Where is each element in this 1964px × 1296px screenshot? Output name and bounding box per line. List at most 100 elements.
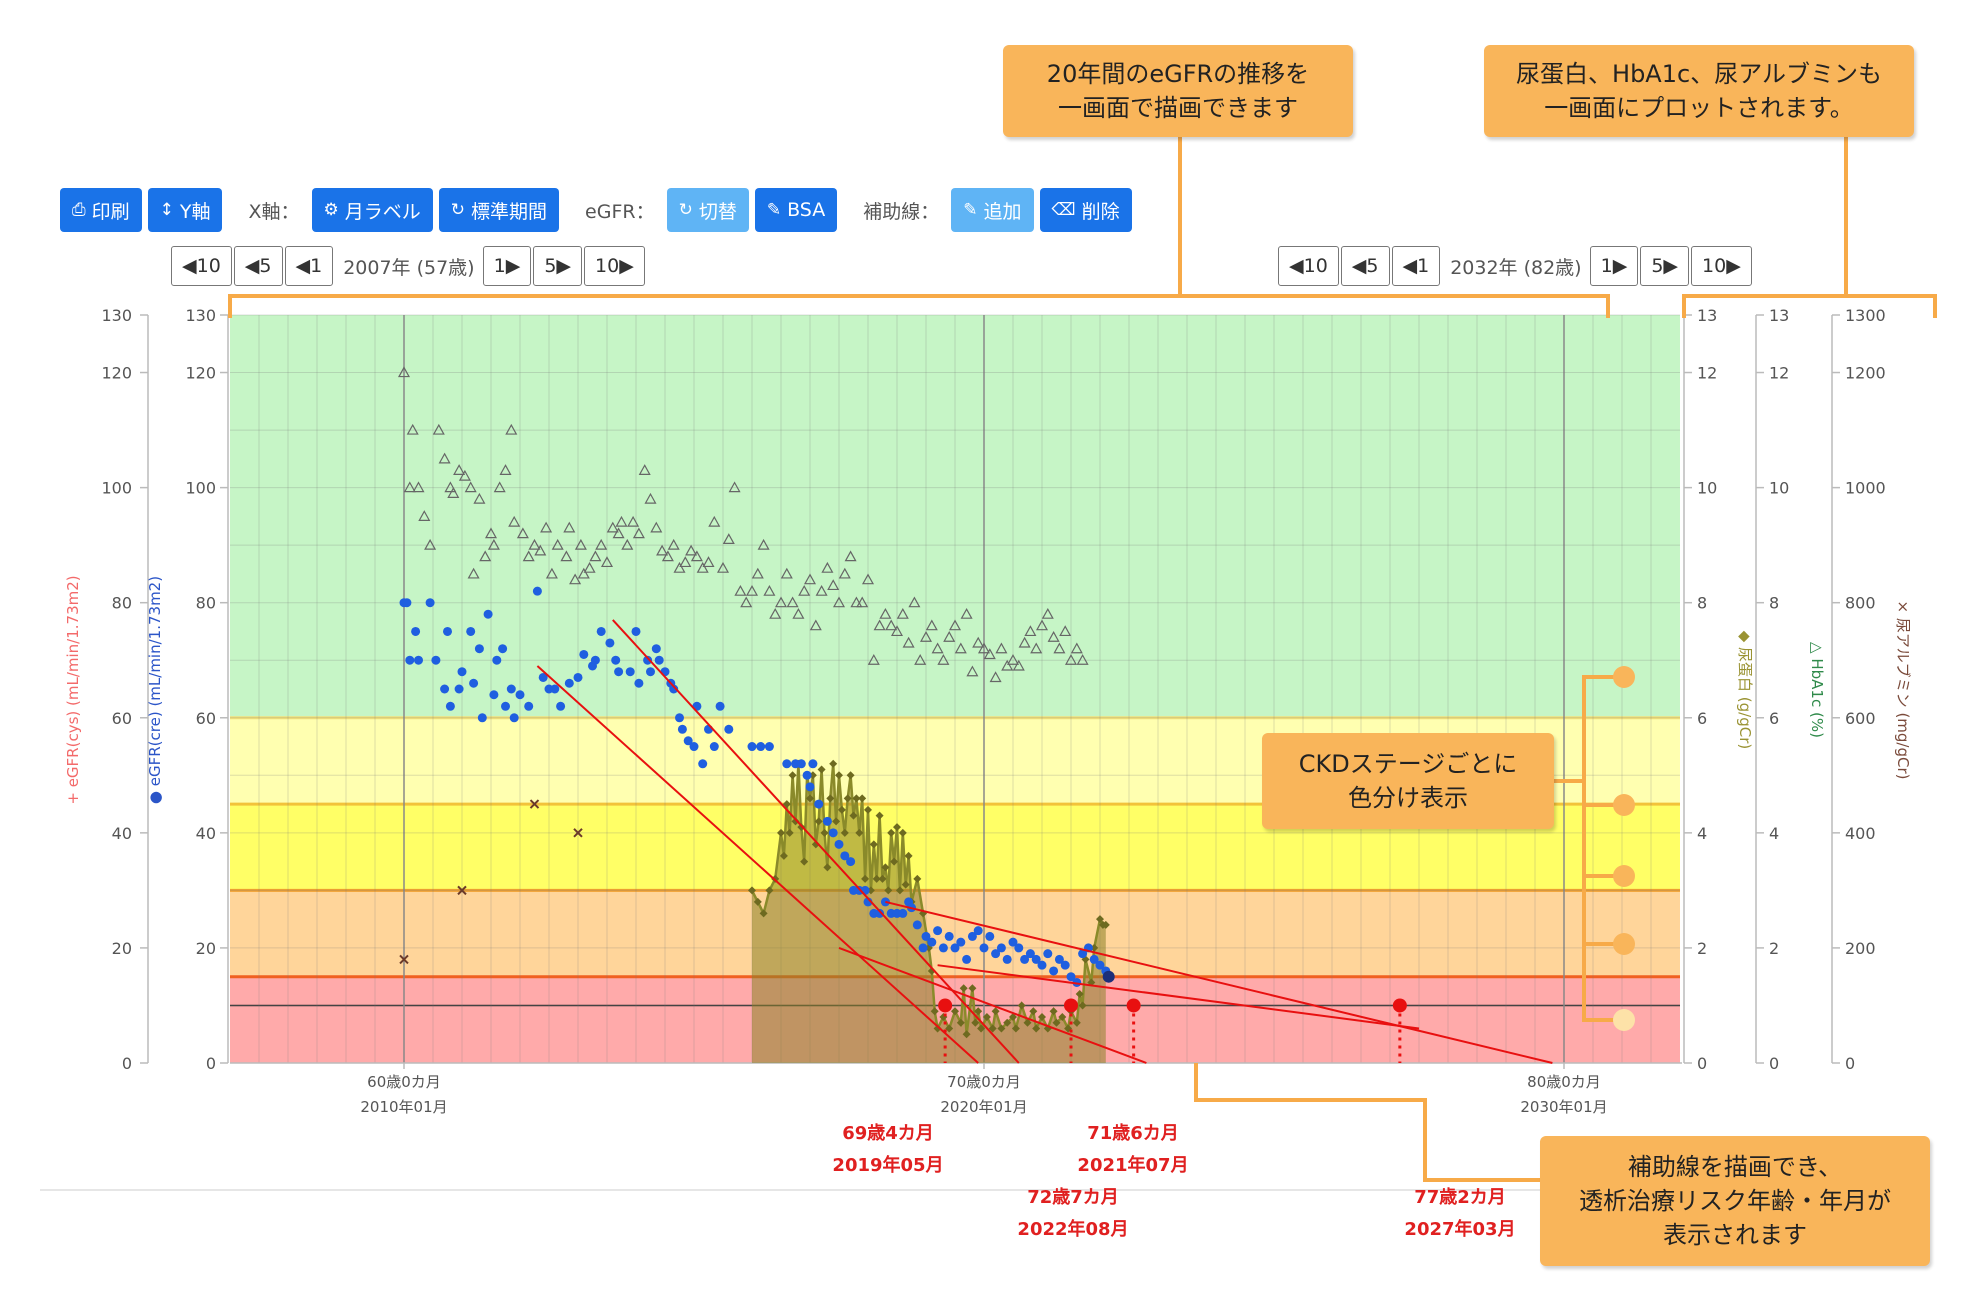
urine-protein-point	[806, 794, 814, 803]
egfr-cre-point	[489, 690, 499, 700]
hba1c-point	[977, 642, 991, 654]
urine-protein-point	[849, 811, 858, 820]
vertical-arrows-icon: ↕	[159, 200, 174, 220]
egfr-cre-point	[985, 931, 995, 941]
urine-protein-point	[748, 886, 756, 895]
egfr-cre-point	[1031, 954, 1041, 964]
print-button[interactable]: ⎙ 印刷	[60, 188, 142, 232]
urine-protein-point	[895, 886, 904, 895]
y-axis-protein-tick-label: 2	[1697, 939, 1707, 958]
aux-line	[885, 900, 1553, 1064]
urine-protein-point	[962, 1030, 971, 1039]
hba1c-point	[551, 538, 564, 550]
y-axis-title-cre: ● eGFR(cre) (mL/min/1.73m2)	[146, 576, 164, 804]
hba1c-point	[722, 533, 735, 544]
hba1c-point	[479, 550, 492, 562]
end-fwd-5-button[interactable]: 5▶	[1640, 246, 1690, 286]
hba1c-point	[638, 464, 651, 475]
egfr-cre-point	[715, 701, 725, 711]
hba1c-point	[948, 619, 962, 631]
start-fwd-5-button[interactable]: 5▶	[533, 246, 583, 286]
y-axis-hba1c-tick-label: 12	[1769, 364, 1789, 383]
urine-protein-point	[1058, 1012, 1067, 1021]
start-back-10-button[interactable]: ◀10	[171, 246, 232, 286]
hba1c-point	[656, 544, 669, 556]
egfr-cre-point	[840, 851, 850, 861]
urine-protein-point	[817, 765, 826, 774]
hba1c-point	[931, 642, 944, 654]
egfr-cre-point	[614, 667, 624, 677]
printer-icon: ⎙	[72, 200, 86, 220]
standard-period-button[interactable]: ↻ 標準期間	[438, 188, 560, 232]
start-fwd-1-button[interactable]: 1▶	[482, 246, 532, 286]
hba1c-point	[487, 538, 500, 550]
hba1c-point	[716, 561, 730, 573]
urine-protein-point	[788, 771, 797, 780]
end-fwd-1-button[interactable]: 1▶	[1589, 246, 1639, 286]
urine-protein-point	[855, 828, 864, 837]
hba1c-point	[545, 567, 558, 579]
urine-protein-point	[977, 1024, 986, 1033]
end-fwd-10-button[interactable]: 10▶	[1691, 246, 1752, 286]
month-label-button[interactable]: ⚙ 月ラベル	[311, 188, 433, 232]
hba1c-point	[728, 481, 741, 493]
egfr-cre-point	[440, 684, 450, 694]
start-back-5-button[interactable]: ◀5	[233, 246, 283, 286]
end-back-5-button[interactable]: ◀5	[1340, 246, 1390, 286]
hba1c-point	[679, 556, 692, 568]
egfr-cre-point	[483, 609, 493, 619]
hba1c-point	[632, 527, 645, 539]
urine-protein-point	[832, 817, 841, 826]
bsa-button[interactable]: ✎ BSA	[754, 188, 838, 232]
y-axis-hba1c-tick-label: 6	[1769, 709, 1779, 728]
end-back-10-button[interactable]: ◀10	[1278, 246, 1339, 286]
delete-aux-line-button[interactable]: ⌫ 削除	[1039, 188, 1132, 232]
y-axis-albumin-tick-label: 0	[1845, 1054, 1855, 1073]
risk-point	[1064, 998, 1078, 1013]
y-axis-button[interactable]: ↕ Y軸	[147, 188, 223, 232]
egfr-cre-point	[498, 644, 508, 654]
end-back-1-button[interactable]: ◀1	[1391, 246, 1441, 286]
egfr-cre-point	[938, 943, 948, 953]
switch-button[interactable]: ↻ 切替	[666, 188, 749, 232]
aux-line-title: 補助線：	[863, 200, 940, 223]
start-back-1-button[interactable]: ◀1	[284, 246, 334, 286]
urine-protein-point	[869, 840, 878, 849]
hba1c-point	[574, 538, 587, 550]
egfr-cre-point	[689, 742, 699, 752]
y-axis-hba1c-tick-label: 8	[1769, 594, 1779, 613]
hba1c-point	[650, 521, 663, 533]
urine-protein-point	[930, 1007, 939, 1016]
egfr-cre-point	[605, 638, 615, 648]
urine-protein-point	[861, 874, 870, 883]
egfr-cre-point	[538, 672, 548, 682]
y-axis-cre-tick-label: 130	[185, 306, 216, 325]
hba1c-point	[873, 619, 886, 631]
egfr-cre-point	[524, 701, 534, 711]
start-fwd-10-button[interactable]: 10▶	[584, 246, 645, 286]
egfr-cre-point	[996, 943, 1006, 953]
egfr-cre-point	[469, 678, 479, 688]
hba1c-point	[960, 607, 973, 619]
urine-protein-point	[901, 880, 910, 889]
add-aux-line-button[interactable]: ✎ 追加	[951, 188, 1034, 232]
y-axis-cys-tick-label: 60	[112, 709, 132, 728]
y-axis-albumin-tick-label: 600	[1845, 709, 1876, 728]
x-tick-label-date: 2020年01月	[940, 1098, 1027, 1116]
hba1c-point	[832, 596, 846, 608]
hba1c-point	[827, 579, 840, 591]
hba1c-point	[879, 607, 892, 619]
urine-protein-point	[945, 1024, 954, 1033]
y-axis-cys-tick-label: 130	[101, 306, 132, 325]
egfr-cre-point	[564, 678, 574, 688]
egfr-cre-point	[822, 816, 832, 826]
connector-aux	[1194, 1063, 1540, 1182]
refresh-icon: ↻	[450, 200, 466, 220]
hba1c-point	[803, 573, 817, 585]
y-axis-albumin-tick-label: 1000	[1845, 479, 1886, 498]
urine-protein-point	[1078, 1001, 1087, 1010]
hba1c-point	[885, 619, 898, 631]
urine-protein-point	[898, 828, 907, 837]
egfr-cre-point	[631, 626, 641, 636]
urine-protein-point	[893, 823, 901, 832]
